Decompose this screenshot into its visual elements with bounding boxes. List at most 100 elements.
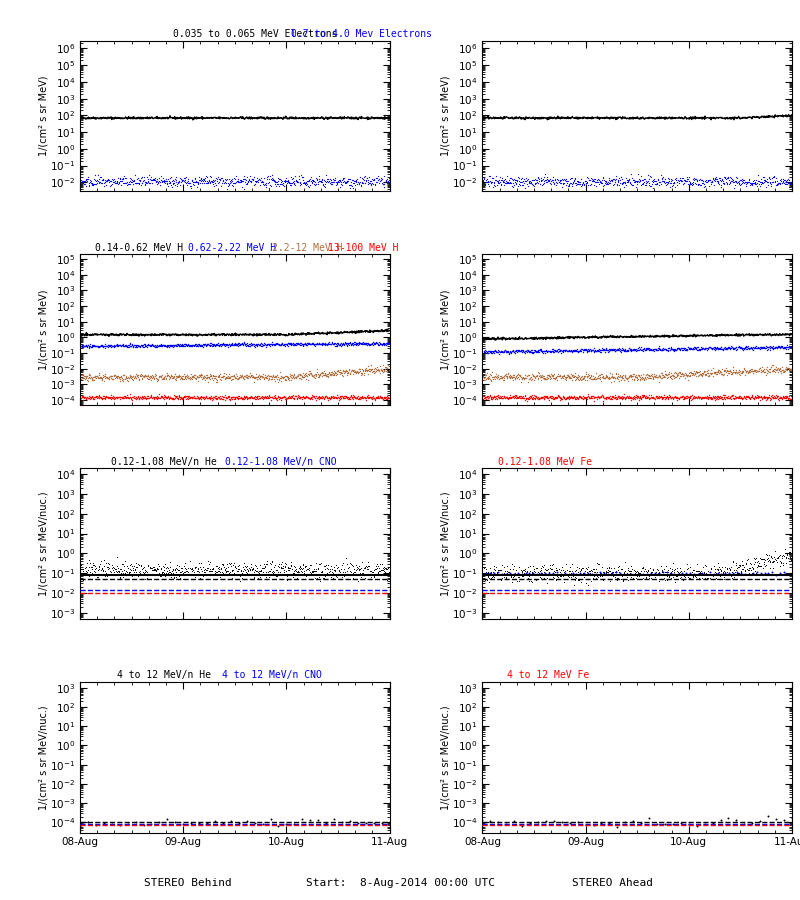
Point [767,341,780,356]
Point [502,564,514,579]
Point [653,341,666,356]
Point [480,572,493,587]
Point [731,565,744,580]
Point [302,174,314,188]
Point [592,368,605,382]
Point [185,561,198,575]
Point [662,370,674,384]
Point [589,370,602,384]
Point [274,391,286,405]
Point [567,344,580,358]
Point [214,389,226,403]
Point [336,173,349,187]
Point [698,364,711,379]
Point [586,372,598,386]
Point [294,368,307,382]
Point [694,565,707,580]
Point [478,176,491,191]
Point [89,391,102,405]
Point [538,345,551,359]
Point [649,368,662,382]
Point [659,342,672,356]
Point [272,390,285,404]
Point [352,176,365,191]
Point [724,176,737,190]
Point [696,572,709,586]
Point [379,174,392,188]
Point [254,372,266,386]
Point [196,390,209,404]
Point [687,171,700,185]
Point [612,367,625,382]
Point [155,338,168,352]
Point [346,338,359,352]
Point [340,551,353,565]
Point [104,369,117,383]
Point [488,370,501,384]
Point [126,390,138,404]
Point [135,389,148,403]
Point [79,338,92,353]
Point [240,177,253,192]
Point [255,369,268,383]
Point [147,392,160,406]
Point [322,390,335,404]
Point [635,343,648,357]
Point [563,563,576,578]
Point [566,343,579,357]
Point [210,568,222,582]
Point [277,338,290,353]
Point [719,340,732,355]
Point [666,556,679,571]
Point [494,170,506,184]
Point [690,172,703,186]
Point [785,340,798,355]
Point [324,172,337,186]
Point [639,372,652,386]
Point [351,562,364,577]
Point [298,370,310,384]
Point [231,392,244,406]
Point [512,368,525,382]
Point [318,366,331,381]
Point [166,339,179,354]
Point [544,567,557,581]
Point [494,390,507,404]
Point [148,391,161,405]
Point [267,391,280,405]
Point [342,338,355,352]
Point [343,366,356,381]
Point [178,555,191,570]
Point [633,340,646,355]
Point [556,563,569,578]
Point [213,560,226,574]
Point [233,175,246,189]
Point [509,392,522,406]
Point [710,341,722,356]
Point [586,343,598,357]
Point [594,176,607,190]
Point [586,372,598,386]
Point [164,370,177,384]
Point [554,391,567,405]
Point [578,371,590,385]
Point [760,179,773,194]
Point [518,371,531,385]
Point [762,342,774,356]
Point [561,572,574,587]
Point [602,566,614,580]
Point [276,390,289,404]
Point [782,391,794,405]
Point [330,390,342,404]
Point [516,569,529,583]
Point [370,336,383,350]
Point [329,173,342,187]
Point [272,337,285,351]
Point [131,390,144,404]
Point [277,390,290,404]
Point [110,338,122,353]
Point [479,562,492,576]
Point [318,559,330,573]
Point [204,169,217,184]
Point [537,344,550,358]
